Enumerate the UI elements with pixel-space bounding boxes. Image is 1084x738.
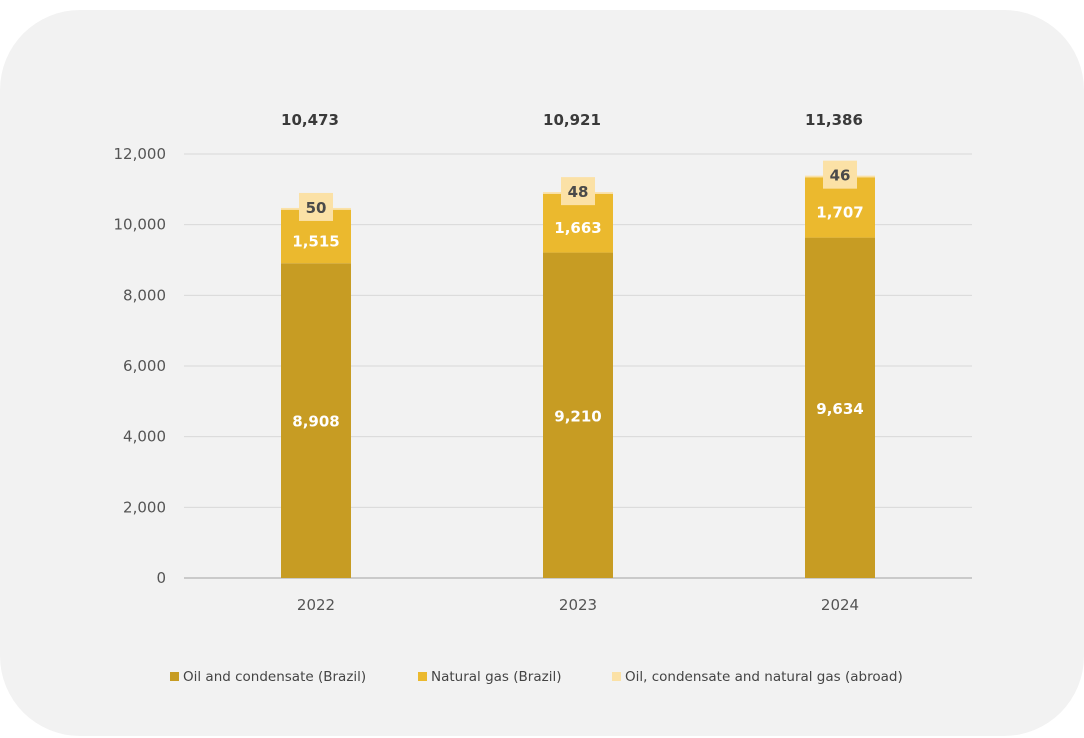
legend-swatch — [418, 672, 427, 681]
x-axis: 2022 2023 2024 — [297, 596, 859, 614]
data-label-box — [299, 192, 333, 221]
y-tick-label: 8,000 — [123, 286, 166, 304]
x-tick-label: 2023 — [559, 596, 597, 614]
legend-swatch — [612, 672, 621, 681]
y-axis: 0 2,000 4,000 6,000 8,000 10,000 12,000 — [114, 145, 167, 587]
data-label: 1,707 — [816, 203, 863, 221]
data-label: 1,515 — [292, 232, 339, 250]
bars — [281, 175, 875, 578]
total-label: 10,473 — [281, 111, 339, 129]
bar-segment — [281, 263, 351, 578]
data-label: 46 — [830, 167, 851, 185]
legend-label: Oil and condensate (Brazil) — [183, 669, 366, 685]
data-label: 1,663 — [554, 219, 601, 237]
chart-card — [0, 10, 1084, 736]
data-label: 50 — [306, 199, 327, 217]
data-label: 48 — [568, 183, 589, 201]
data-label-box — [823, 160, 857, 189]
y-tick-label: 4,000 — [123, 428, 166, 446]
data-label-box — [561, 177, 595, 206]
value-labels: 8,908 1,515 50 10,473 9,210 1,663 48 10,921 9,63… — [281, 111, 864, 431]
x-tick-label: 2024 — [821, 596, 859, 614]
y-tick-label: 10,000 — [114, 216, 167, 234]
data-label: 9,634 — [816, 400, 863, 418]
y-tick-label: 2,000 — [123, 498, 166, 516]
legend-label: Natural gas (Brazil) — [431, 669, 561, 685]
legend-label: Oil, condensate and natural gas (abroad) — [625, 669, 903, 685]
data-label: 8,908 — [292, 413, 339, 431]
data-label: 9,210 — [554, 407, 601, 425]
total-label: 10,921 — [543, 111, 601, 129]
legend: Oil and condensate (Brazil) Natural gas (… — [170, 669, 903, 685]
legend-swatch — [170, 672, 179, 681]
bar-segment — [543, 252, 613, 578]
total-label: 11,386 — [805, 111, 863, 129]
y-tick-label: 12,000 — [114, 145, 167, 163]
bar-segment — [805, 237, 875, 578]
y-tick-label: 6,000 — [123, 357, 166, 375]
x-tick-label: 2022 — [297, 596, 335, 614]
y-tick-label: 0 — [156, 569, 166, 587]
